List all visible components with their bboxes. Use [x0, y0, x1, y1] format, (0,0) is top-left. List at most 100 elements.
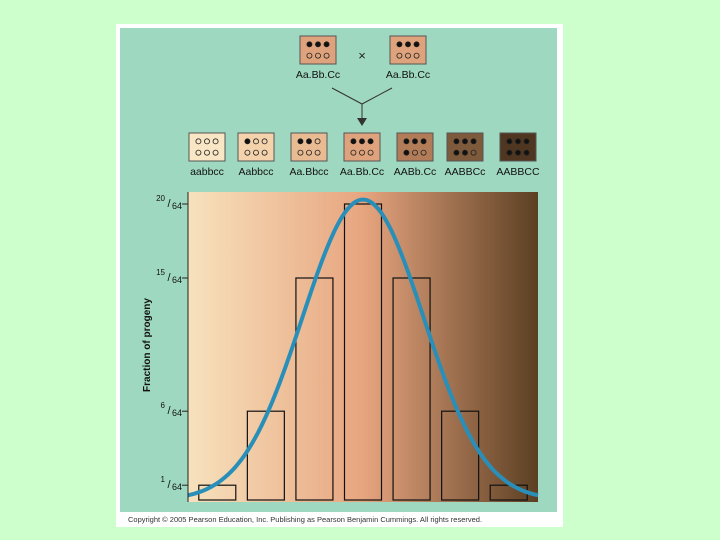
light-allele-dot — [350, 149, 357, 156]
light-allele-dot — [261, 149, 268, 156]
dark-allele-dot — [420, 138, 427, 145]
light-allele-dot — [261, 138, 268, 145]
dark-allele-dot — [506, 149, 513, 156]
y-tick-numerator: 15 — [156, 268, 165, 277]
light-allele-dot — [244, 149, 251, 156]
dark-allele-dot — [323, 41, 330, 48]
offspring-genotype-box-2 — [290, 132, 328, 162]
dark-allele-dot — [462, 149, 468, 156]
offspring-genotype-box-4-box — [396, 132, 434, 162]
normal-curve — [187, 197, 539, 498]
dark-allele-dot — [523, 138, 530, 145]
dark-allele-dot — [515, 138, 521, 145]
dark-allele-dot — [396, 41, 403, 48]
dark-allele-dot — [367, 138, 374, 145]
parent1-genotype-box-box — [299, 35, 337, 65]
light-allele-dot — [323, 52, 330, 59]
bar-Aabbcc — [246, 410, 285, 501]
offspring-genotype-box-5-box — [446, 132, 484, 162]
dark-allele-dot — [523, 149, 530, 156]
offspring-genotype-box-0 — [188, 132, 226, 162]
offspring-genotype-box-3-box — [343, 132, 381, 162]
cross-arrow — [331, 87, 393, 126]
dark-allele-dot — [244, 138, 251, 145]
parent2-label: Aa.Bb.Cc — [386, 69, 430, 81]
dark-allele-dot — [462, 138, 468, 145]
light-allele-dot — [195, 138, 202, 145]
y-tick-slash: / — [167, 405, 171, 417]
y-tick-label-2: 15/64 — [156, 268, 182, 285]
parent2-genotype-box — [389, 35, 427, 65]
dark-allele-dot — [306, 41, 313, 48]
bar-Aa.Bb.Cc — [343, 203, 383, 501]
dark-allele-dot — [412, 138, 418, 145]
y-tick-denominator: 64 — [172, 201, 182, 211]
y-tick-slash: / — [167, 198, 171, 210]
light-allele-dot — [405, 52, 411, 59]
y-tick-label-3: 20/64 — [156, 194, 182, 211]
offspring-genotype-box-6-box — [499, 132, 537, 162]
dark-allele-dot — [306, 138, 312, 145]
offspring-genotype-box-4 — [396, 132, 434, 162]
genotype-label-4: AABb.Cc — [394, 166, 437, 178]
dark-allele-dot — [403, 149, 410, 156]
dark-allele-dot — [359, 138, 365, 145]
light-allele-dot — [306, 52, 313, 59]
y-tick-numerator: 1 — [161, 475, 166, 484]
offspring-genotype-box-6 — [499, 132, 537, 162]
light-allele-dot — [253, 149, 259, 156]
y-tick-slash: / — [167, 272, 171, 284]
dark-allele-dot — [350, 138, 357, 145]
genotype-label-0: aabbcc — [190, 166, 224, 178]
y-tick-slash: / — [167, 479, 171, 491]
light-allele-dot — [420, 149, 427, 156]
dark-allele-dot — [403, 138, 410, 145]
dark-allele-dot — [453, 138, 460, 145]
copyright-credit: Copyright © 2005 Pearson Education, Inc.… — [128, 515, 483, 524]
light-allele-dot — [470, 149, 477, 156]
plot-background — [188, 192, 538, 502]
offspring-genotype-box-1 — [237, 132, 275, 162]
genotype-label-5: AABBCc — [445, 166, 486, 178]
parent2-genotype-box-box — [389, 35, 427, 65]
bar-AABBCc — [441, 410, 480, 501]
offspring-genotype-box-2-box — [290, 132, 328, 162]
light-allele-dot — [314, 138, 321, 145]
light-allele-dot — [204, 149, 210, 156]
offspring-genotype-box-5 — [446, 132, 484, 162]
light-allele-dot — [359, 149, 365, 156]
light-allele-dot — [212, 149, 219, 156]
light-allele-dot — [367, 149, 374, 156]
light-allele-dot — [204, 138, 210, 145]
light-allele-dot — [297, 149, 304, 156]
dark-allele-dot — [453, 149, 460, 156]
y-tick-numerator: 20 — [156, 194, 165, 203]
dark-allele-dot — [515, 149, 521, 156]
genotype-row: aabbcc Aabbcc Aa.Bbcc Aa.Bb.Cc AABb.Cc AABBCc… — [188, 132, 540, 178]
y-tick-denominator: 64 — [172, 482, 182, 492]
dark-allele-dot — [297, 138, 304, 145]
genotype-label-3: Aa.Bb.Cc — [340, 166, 384, 178]
genotype-label-2: Aa.Bbcc — [289, 166, 328, 178]
dark-allele-dot — [413, 41, 420, 48]
light-allele-dot — [412, 149, 418, 156]
dark-allele-dot — [506, 138, 513, 145]
parent-cross — [299, 35, 427, 65]
light-allele-dot — [396, 52, 403, 59]
light-allele-dot — [413, 52, 420, 59]
light-allele-dot — [306, 149, 312, 156]
light-allele-dot — [315, 52, 321, 59]
cross-symbol: × — [358, 48, 366, 63]
offspring-genotype-box-0-box — [188, 132, 226, 162]
y-axis-title: Fraction of progeny — [142, 298, 153, 392]
y-tick-denominator: 64 — [172, 275, 182, 285]
dark-allele-dot — [470, 138, 477, 145]
dark-allele-dot — [405, 41, 411, 48]
y-tick-denominator: 64 — [172, 408, 182, 418]
y-tick-numerator: 6 — [161, 401, 166, 410]
offspring-genotype-box-1-box — [237, 132, 275, 162]
genotype-label-6: AABBCC — [496, 166, 540, 178]
offspring-genotype-box-3 — [343, 132, 381, 162]
